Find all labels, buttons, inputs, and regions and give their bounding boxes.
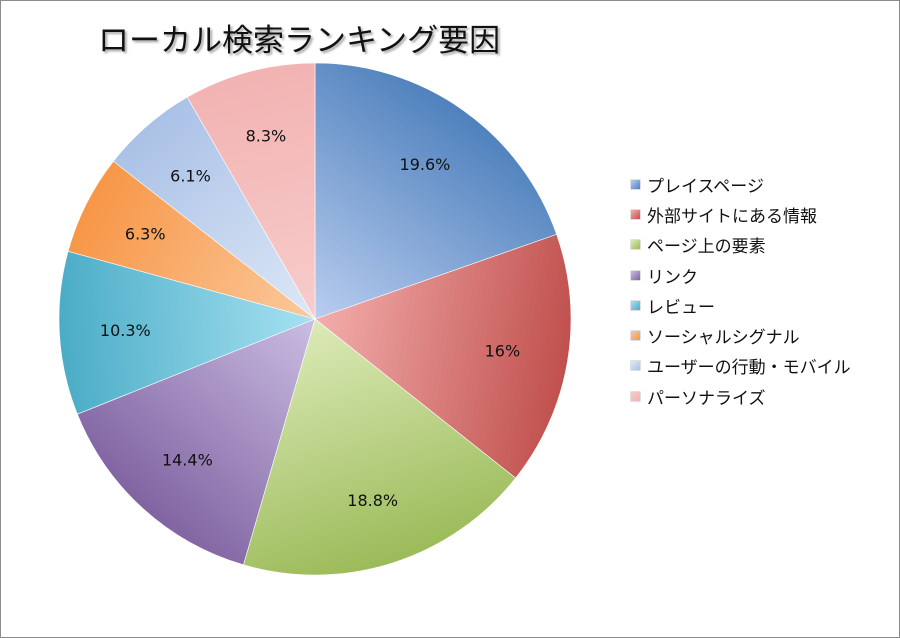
pie-slice — [58, 250, 316, 415]
legend-swatch — [631, 240, 640, 250]
legend-swatch — [631, 300, 640, 310]
legend-label: 外部サイトにある情報 — [647, 206, 817, 227]
legend-label: ユーザーの行動・モバイル — [647, 358, 851, 379]
legend-item: パーソナライズ — [631, 381, 851, 411]
slice-value-label: 16% — [485, 342, 521, 361]
legend-swatch — [631, 391, 640, 401]
legend-swatch — [631, 209, 640, 219]
pie-slice — [76, 318, 316, 566]
pie-labels: 19.6% 16% 18.8% 14.4% 10.3% 6.3% 6.1% 8.3% — [100, 126, 520, 510]
legend-swatch — [631, 331, 640, 341]
legend-item: リンク — [631, 260, 851, 290]
chart-legend: プレイスページ外部サイトにある情報 ページ上の要素 リンクレビューソーシャルシグナル… — [631, 169, 851, 411]
slice-value-label: 14.4% — [162, 451, 213, 470]
legend-item: ページ上の要素 — [631, 230, 851, 260]
legend-label: プレイスページ — [647, 176, 764, 197]
pie-slices — [58, 62, 572, 576]
legend-label: レビュー — [647, 297, 715, 318]
legend-item: ソーシャルシグナル — [631, 320, 851, 350]
legend-label: リンク — [647, 267, 698, 288]
legend-label: パーソナライズ — [647, 388, 766, 409]
legend-swatch — [631, 361, 640, 371]
legend-item: 外部サイトにある情報 — [631, 199, 851, 229]
slice-value-label: 10.3% — [100, 321, 151, 340]
slice-value-label: 8.3% — [246, 126, 287, 145]
slice-value-label: 6.1% — [170, 166, 211, 185]
legend-swatch — [631, 179, 640, 189]
pie-slice — [243, 318, 517, 576]
legend-label: ソーシャルシグナル — [647, 328, 800, 349]
pie-slice — [186, 62, 316, 321]
pie-slice — [314, 62, 557, 320]
chart-title: ローカル検索ランキング要因 — [98, 23, 501, 59]
legend-label: ページ上の要素 — [647, 237, 766, 258]
legend-item: レビュー — [631, 290, 851, 320]
slice-value-label: 6.3% — [125, 225, 166, 244]
slice-value-label: 19.6% — [400, 155, 451, 174]
pie-slice — [314, 234, 572, 479]
legend-swatch — [631, 270, 640, 280]
slice-value-label: 18.8% — [347, 491, 398, 510]
legend-item: プレイスページ — [631, 169, 851, 199]
legend-item: ユーザーの行動・モバイル — [631, 351, 851, 381]
